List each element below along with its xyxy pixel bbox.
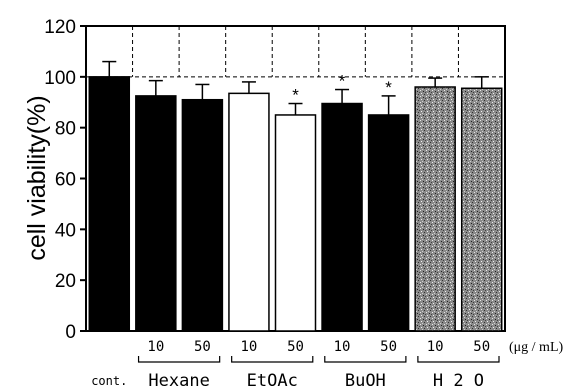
group-label: BuOH (345, 371, 386, 391)
dose-label: 10 (147, 339, 164, 355)
group-label: Hexane (148, 371, 209, 391)
control-label: cont. (91, 374, 127, 388)
bar (228, 92, 270, 332)
significance-marker: * (339, 72, 346, 91)
significance-marker: * (385, 78, 392, 97)
y-tick-label: 60 (55, 170, 76, 191)
dose-label: 50 (287, 339, 304, 355)
group-bracket (324, 356, 407, 363)
bar (88, 76, 131, 332)
bar (135, 95, 177, 332)
y-tick-label: 120 (44, 17, 76, 38)
bar (321, 102, 363, 332)
group-bracket (417, 356, 500, 363)
y-tick-label: 0 (65, 322, 76, 343)
dose-label: 50 (473, 339, 490, 355)
dose-label: 50 (380, 339, 397, 355)
group-bracket (231, 356, 314, 363)
significance-marker: * (292, 86, 299, 105)
bar (274, 114, 317, 332)
dose-label: 50 (194, 339, 211, 355)
plot-area: 0 20 40 60 80 100 120 10 50 10 * 50 * 10 * 50 10 50 (μg / … (44, 17, 563, 391)
group-bracket (137, 356, 221, 363)
y-tick-label: 100 (44, 68, 76, 89)
y-tick-label: 80 (55, 119, 76, 140)
dose-label: 10 (241, 339, 258, 355)
bar (181, 98, 224, 332)
group-label: EtOAc (247, 371, 298, 391)
group-label: H 2 O (433, 371, 484, 391)
y-axis-label: cell viability(%) (23, 95, 51, 260)
bar (460, 87, 503, 332)
bar (414, 86, 456, 332)
dose-label: 10 (427, 339, 444, 355)
y-tick-label: 20 (55, 271, 76, 292)
bar (367, 114, 410, 332)
y-tick-label: 40 (55, 220, 76, 241)
dose-label: 10 (334, 339, 351, 355)
unit-label: (μg / mL) (509, 340, 563, 355)
